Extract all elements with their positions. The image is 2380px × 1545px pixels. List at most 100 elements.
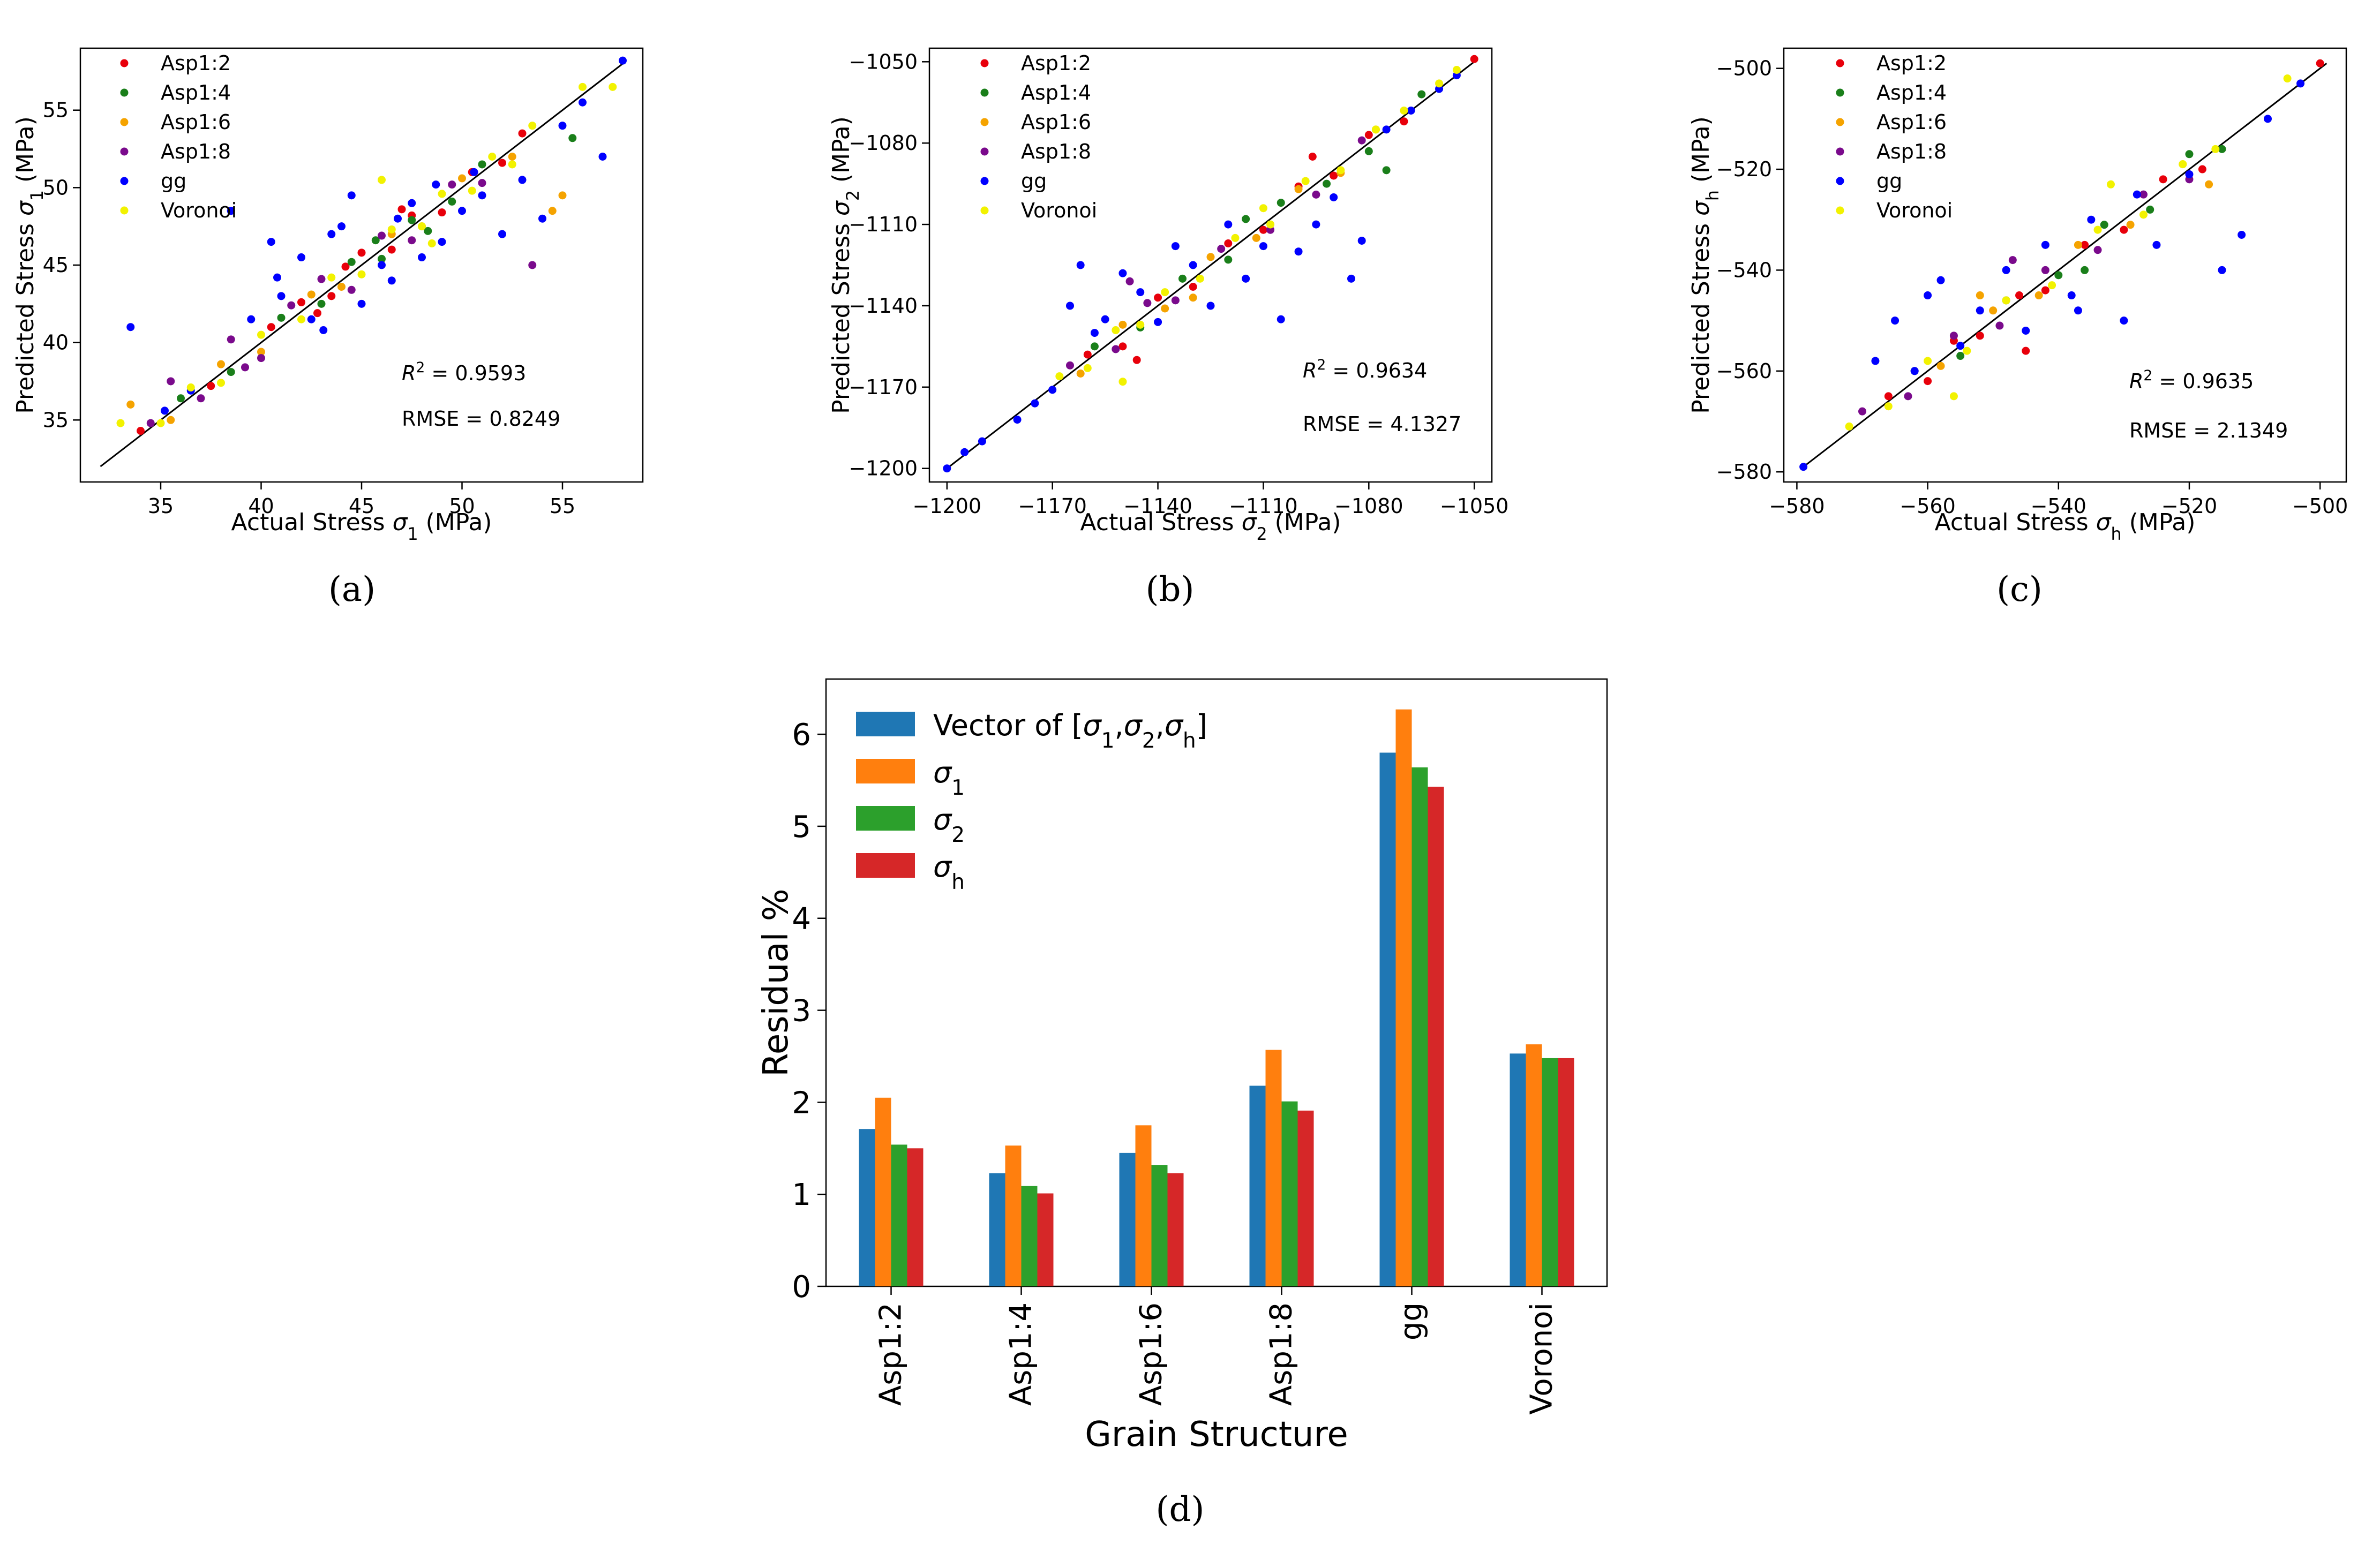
point-c-asp1-4 xyxy=(2218,145,2226,153)
bar-gg-1 xyxy=(1395,709,1412,1286)
point-c-asp1-6 xyxy=(1976,291,1984,300)
point-a-gg xyxy=(418,253,426,262)
point-a-asp1-2 xyxy=(357,248,366,257)
y-tick-label-c: −560 xyxy=(1716,359,1772,383)
point-a-asp1-2 xyxy=(297,298,305,306)
point-c-voronoi xyxy=(1845,422,1853,431)
x-tick-label-c: −560 xyxy=(1900,494,1955,518)
point-a-asp1-6 xyxy=(307,290,316,299)
point-a-voronoi xyxy=(387,225,396,233)
point-b-voronoi xyxy=(1452,66,1461,74)
panel-d: 0 1 2 3 4 5 6 Asp1:2 Asp1:4 Asp1:6 Asp1:8 gg Voronoi… xyxy=(756,678,1608,1454)
legend-label-b-asp1-6: Asp1:6 xyxy=(1021,110,1091,134)
point-b-voronoi xyxy=(1435,79,1444,88)
x-axis-label-d: Grain Structure xyxy=(1085,1415,1348,1454)
point-c-asp1-4 xyxy=(1956,352,1965,360)
point-a-asp1-2 xyxy=(207,382,215,390)
y-tick-label-b: −1170 xyxy=(849,375,918,399)
y-tick-label-a: 45 xyxy=(43,253,69,277)
legend-label-a-voronoi: Voronoi xyxy=(161,199,237,222)
point-c-voronoi xyxy=(1949,392,1958,401)
point-a-voronoi xyxy=(156,419,165,427)
point-b-asp1-2 xyxy=(1154,293,1162,302)
point-b-gg xyxy=(1312,220,1320,229)
point-a-asp1-6 xyxy=(257,348,265,356)
point-c-gg xyxy=(2074,306,2082,315)
point-a-asp1-2 xyxy=(267,323,275,331)
x-axis-label-b: Actual Stress σ2 (MPa) xyxy=(1080,509,1341,544)
y-tick-label-b: −1080 xyxy=(849,131,918,155)
bar-asp1-8-0 xyxy=(1249,1086,1266,1286)
x-tick-label-b: −1080 xyxy=(1334,494,1403,518)
legend-label-b-gg: gg xyxy=(1021,169,1047,193)
point-c-voronoi xyxy=(2048,281,2056,290)
point-a-gg xyxy=(394,214,402,223)
point-a-gg xyxy=(408,199,416,207)
point-c-gg xyxy=(2041,240,2049,249)
bar-asp1-8-2 xyxy=(1281,1101,1298,1286)
y-tick-label-d: 0 xyxy=(792,1270,811,1305)
x-tick-label-c: −540 xyxy=(2031,494,2086,518)
point-c-asp1-8 xyxy=(1858,407,1867,416)
point-a-gg xyxy=(347,191,356,200)
point-a-gg xyxy=(558,122,567,130)
point-b-gg xyxy=(1224,220,1233,229)
plot-area-d xyxy=(825,678,1608,1287)
point-c-gg xyxy=(2120,316,2128,325)
point-c-asp1-6 xyxy=(2074,240,2082,249)
point-c-asp1-8 xyxy=(1995,321,2004,330)
point-a-asp1-4 xyxy=(227,368,235,376)
legend-marker-c-asp1-2 xyxy=(1836,59,1844,67)
bar-voronoi-3 xyxy=(1558,1058,1574,1286)
y-axis-label-b: Predicted Stress σ2 (MPa) xyxy=(828,116,863,414)
point-b-asp1-8 xyxy=(1125,277,1134,285)
point-b-gg xyxy=(1206,302,1215,310)
y-tick-label-a: 40 xyxy=(43,331,69,355)
annotation-rmse-c: RMSE = 2.1349 xyxy=(2129,419,2288,442)
point-b-asp1-6 xyxy=(1252,233,1260,242)
point-a-asp1-6 xyxy=(508,153,516,161)
point-a-gg xyxy=(478,191,486,200)
y-tick-label-c: −540 xyxy=(1716,258,1772,282)
legend-marker-c-voronoi xyxy=(1836,206,1844,215)
point-a-asp1-2 xyxy=(498,159,506,167)
y-tick-label-d: 5 xyxy=(792,810,811,845)
point-b-voronoi xyxy=(1266,220,1275,229)
point-b-asp1-2 xyxy=(1189,283,1197,291)
point-a-voronoi xyxy=(438,190,446,198)
point-a-voronoi xyxy=(488,153,497,161)
point-b-gg xyxy=(1066,302,1074,310)
point-c-voronoi xyxy=(2211,145,2220,153)
legend-swatch-d-3 xyxy=(856,853,915,878)
point-c-asp1-4 xyxy=(2081,266,2089,274)
point-a-asp1-4 xyxy=(317,299,326,308)
point-a-gg xyxy=(227,207,235,215)
point-b-voronoi xyxy=(1196,274,1204,283)
point-b-asp1-2 xyxy=(1132,356,1141,364)
point-a-asp1-4 xyxy=(277,313,286,322)
point-b-asp1-2 xyxy=(1224,239,1233,247)
point-b-asp1-4 xyxy=(1178,274,1187,283)
point-c-asp1-2 xyxy=(2081,240,2089,249)
point-c-gg xyxy=(1956,342,1965,350)
legend-marker-a-asp1-4 xyxy=(120,88,129,97)
bar-asp1-4-1 xyxy=(1005,1145,1022,1286)
x-tick-label-c: −500 xyxy=(2292,494,2348,518)
point-b-asp1-8 xyxy=(1357,136,1366,145)
bar-gg-0 xyxy=(1379,752,1396,1286)
point-c-asp1-8 xyxy=(2041,266,2049,274)
point-a-gg xyxy=(579,98,587,107)
bar-asp1-2-2 xyxy=(891,1144,907,1286)
point-a-asp1-4 xyxy=(347,258,356,266)
point-b-gg xyxy=(943,464,951,473)
point-a-asp1-6 xyxy=(558,191,567,200)
x-tick-label-b: −1140 xyxy=(1123,494,1192,518)
point-a-gg xyxy=(267,238,275,246)
y-tick-label-b: −1110 xyxy=(849,213,918,236)
bar-asp1-2-0 xyxy=(859,1129,875,1286)
bar-asp1-6-0 xyxy=(1119,1152,1136,1286)
legend-marker-b-asp1-6 xyxy=(980,118,989,126)
point-c-voronoi xyxy=(1924,357,1932,365)
point-c-voronoi xyxy=(1884,402,1893,411)
point-a-asp1-2 xyxy=(341,262,350,271)
